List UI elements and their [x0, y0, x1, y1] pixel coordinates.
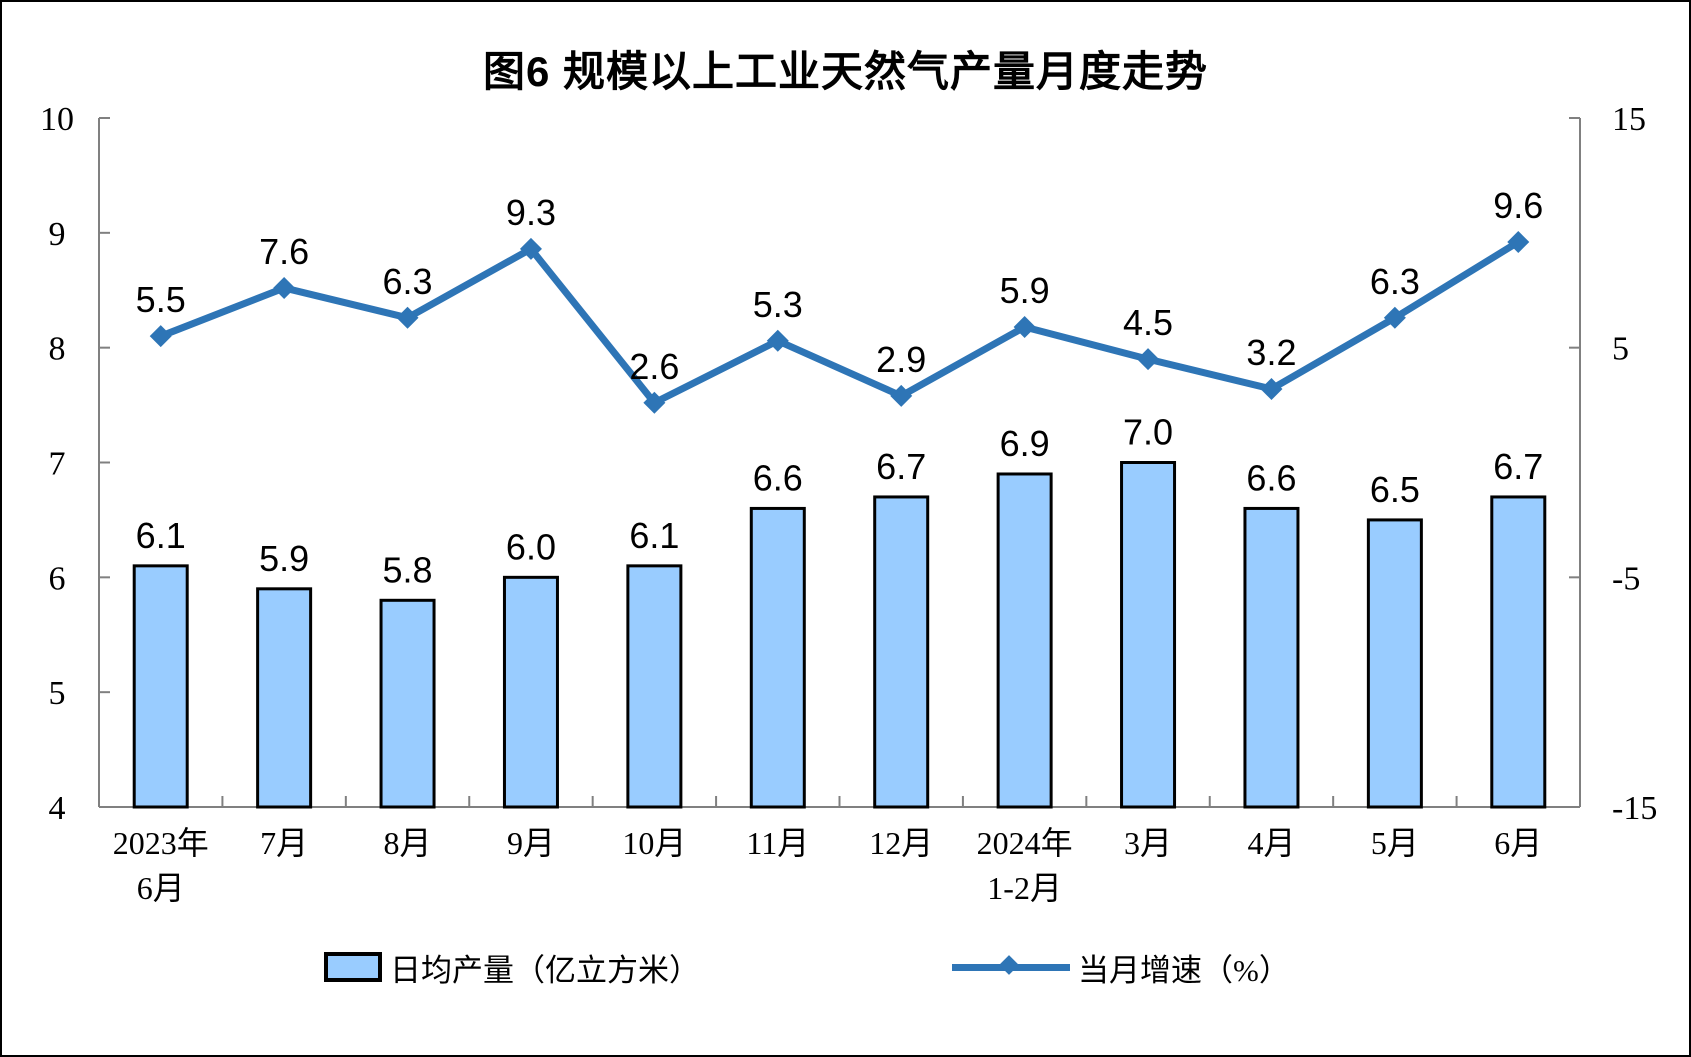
bar-data-label: 6.0 [506, 526, 556, 567]
bar [256, 587, 313, 809]
legend-item-daily-output: 日均产量（亿立方米） [324, 942, 700, 992]
x-axis-category-label: 12月 [869, 825, 933, 861]
chart-title: 图6 规模以上工业天然气产量月度走势 [482, 48, 1209, 95]
x-axis-category-label: 10月 [622, 825, 686, 861]
chart-legend: 日均产量（亿立方米） 当月增速（%） [2, 942, 1689, 1002]
right-axis-tick-label: -5 [1612, 560, 1640, 597]
diamond-marker-icon [890, 384, 913, 407]
x-axis-category-label: 11月 [746, 825, 809, 861]
line-series [157, 238, 1522, 407]
left-axis-tick-label: 8 [49, 331, 66, 368]
bar [996, 472, 1053, 809]
diamond-marker-icon [273, 276, 296, 299]
legend-item-growth-rate: 当月增速（%） [952, 942, 1290, 992]
diamond-marker-icon [1137, 348, 1160, 371]
bar-data-label: 7.0 [1123, 412, 1173, 453]
bar-data-label: 6.7 [1493, 446, 1543, 487]
diamond-marker-icon [999, 954, 1019, 975]
line-data-label: 6.3 [1370, 261, 1420, 302]
bar [626, 564, 683, 809]
bar-data-label: 6.7 [876, 446, 926, 487]
bar [749, 506, 806, 809]
x-axis-category-label: 2023年 6月 [113, 825, 209, 906]
diamond-marker-icon [643, 391, 666, 414]
bar [502, 575, 559, 809]
legend-label-daily-output: 日均产量（亿立方米） [390, 952, 700, 988]
diamond-marker-icon [766, 329, 789, 352]
bar [1243, 506, 1300, 809]
bar [1120, 461, 1177, 809]
line-data-label: 7.6 [259, 231, 309, 272]
bar-data-label: 6.6 [753, 457, 803, 498]
line-data-label: 5.5 [136, 279, 186, 320]
diamond-marker-icon [519, 237, 542, 260]
bar-data-label: 5.8 [383, 549, 433, 590]
bar [1366, 518, 1423, 809]
line-data-label: 5.3 [753, 284, 803, 325]
x-axis-category-label: 9月 [507, 825, 555, 861]
diamond-marker-icon [149, 325, 172, 348]
legend-label-growth-rate: 当月增速（%） [1078, 952, 1290, 988]
bar-data-label: 6.1 [136, 515, 186, 556]
bar [1490, 495, 1547, 809]
left-axis-tick-label: 4 [49, 790, 66, 827]
diamond-marker-icon [1383, 306, 1406, 329]
bar [379, 598, 436, 809]
line-data-label: 9.3 [506, 192, 556, 233]
bar [873, 495, 930, 809]
x-axis-category-label: 3月 [1124, 825, 1172, 861]
left-axis-tick-label: 10 [40, 101, 74, 138]
bar-data-label: 6.5 [1370, 469, 1420, 510]
x-axis-category-label: 2024年 1-2月 [977, 825, 1073, 906]
right-axis-tick-label: -15 [1612, 790, 1657, 827]
bar-data-label: 6.9 [1000, 423, 1050, 464]
line-data-label: 9.6 [1493, 185, 1543, 226]
line-series-swatch-icon [952, 954, 1070, 975]
x-axis-category-label: 6月 [1494, 825, 1542, 861]
bar [132, 564, 189, 809]
left-axis-tick-label: 5 [49, 675, 66, 712]
right-axis-tick-label: 15 [1612, 101, 1646, 138]
x-axis-category-label: 5月 [1371, 825, 1419, 861]
line-data-label: 3.2 [1246, 332, 1296, 373]
x-axis-category-label: 4月 [1247, 825, 1295, 861]
diamond-marker-icon [396, 306, 419, 329]
line-data-label: 5.9 [1000, 270, 1050, 311]
line-data-label: 4.5 [1123, 302, 1173, 343]
diamond-marker-icon [1013, 315, 1036, 338]
x-axis-category-label: 7月 [260, 825, 308, 861]
right-axis-tick-label: 5 [1612, 331, 1629, 368]
diamond-marker-icon [1507, 231, 1530, 254]
bar-data-label: 6.1 [629, 515, 679, 556]
bar-data-label: 6.6 [1246, 457, 1296, 498]
left-axis-tick-label: 9 [49, 216, 66, 253]
bar-data-label: 5.9 [259, 538, 309, 579]
bar-series-swatch-icon [324, 952, 382, 982]
line-data-label: 2.6 [629, 346, 679, 387]
x-axis-category-label: 8月 [384, 825, 432, 861]
line-data-label: 2.9 [876, 339, 926, 380]
left-axis-tick-label: 7 [49, 446, 66, 483]
left-axis-tick-label: 6 [49, 560, 66, 597]
line-data-label: 6.3 [383, 261, 433, 302]
diamond-marker-icon [1260, 378, 1283, 401]
